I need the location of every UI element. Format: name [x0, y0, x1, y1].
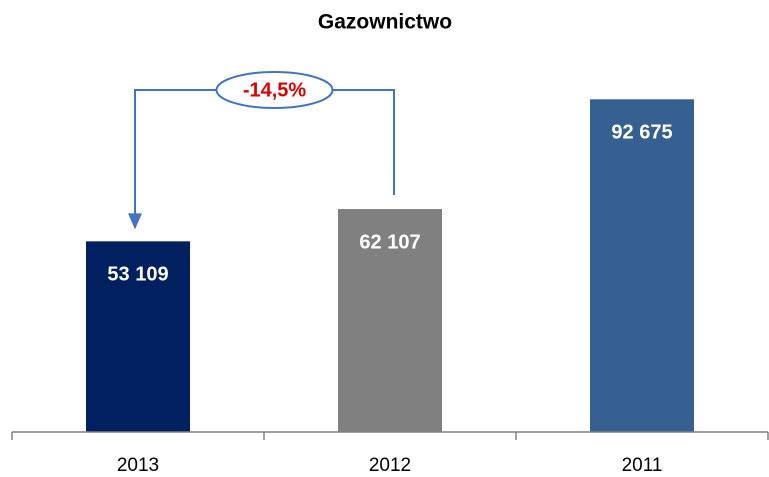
annotation: -14,5% — [243, 79, 307, 101]
x-tick-label: 2013 — [117, 455, 159, 476]
x-tick-label: 2011 — [622, 455, 663, 476]
arrow-head — [128, 213, 142, 230]
chart-title: Gazownictwo — [318, 11, 452, 34]
annotation-bubble — [215, 71, 334, 109]
bar — [86, 241, 190, 432]
value-label: 92 675 — [611, 122, 672, 144]
value-label: 62 107 — [359, 231, 420, 253]
x-tick-label: 2012 — [369, 455, 411, 476]
bar — [590, 99, 694, 432]
bar — [338, 209, 442, 432]
annotation-arrow — [134, 89, 395, 216]
value-label: 53 109 — [107, 264, 168, 286]
